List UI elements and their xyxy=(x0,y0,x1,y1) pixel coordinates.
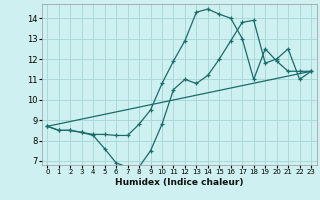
X-axis label: Humidex (Indice chaleur): Humidex (Indice chaleur) xyxy=(115,178,244,187)
